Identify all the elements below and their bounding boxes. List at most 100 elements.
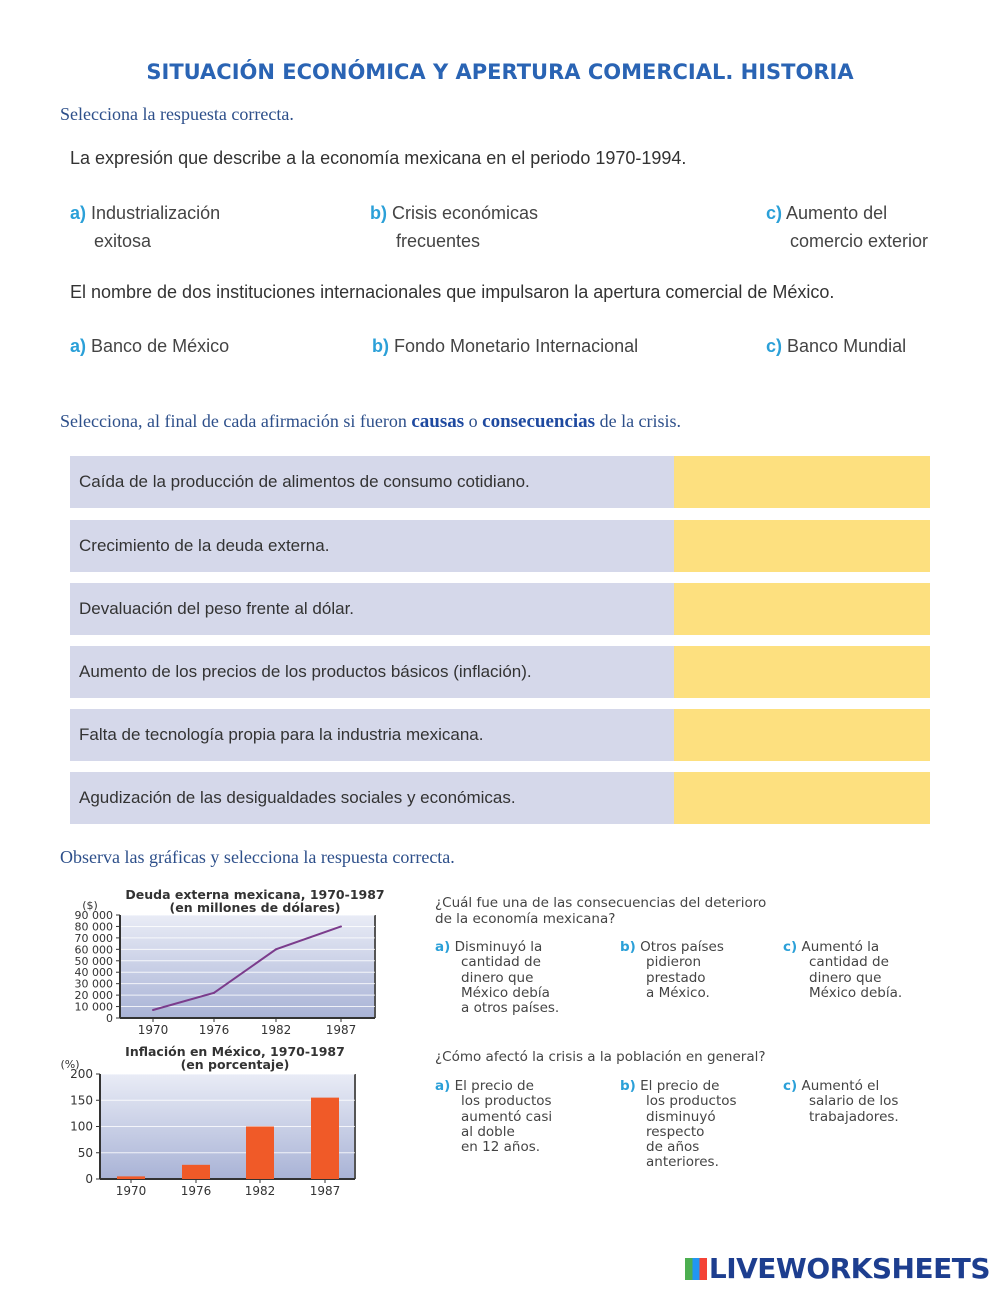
- q2-chart-option-b[interactable]: b) El precio de los productos disminuyó res…: [620, 1078, 737, 1171]
- q1-chart-option-a[interactable]: a) Disminuyó la cantidad de dinero que Méxi…: [435, 939, 559, 1016]
- option-line: anteriores.: [646, 1154, 719, 1171]
- option-line: Disminuyó la: [454, 939, 543, 955]
- option-line: respecto: [646, 1123, 705, 1140]
- x-tick-label: 1982: [245, 1184, 276, 1198]
- option-letter: c): [766, 203, 783, 223]
- x-tick-label: 1976: [181, 1184, 212, 1198]
- answer-dropzone[interactable]: [674, 709, 930, 761]
- q1-option-a[interactable]: a) Industrialización exitosa: [70, 199, 220, 255]
- y-tick-label: 10 000: [75, 1001, 114, 1014]
- y-tick-label: 90 000: [75, 909, 114, 922]
- option-line: aumentó casi: [461, 1108, 553, 1125]
- q1-chart-option-b[interactable]: b) Otros países pidieron prestado a México.: [620, 939, 724, 1001]
- q1-option-c[interactable]: c) Aumento del comercio exterior: [766, 199, 928, 255]
- inflation-bar: [117, 1176, 145, 1179]
- data-point: [152, 1008, 154, 1011]
- option-text: exitosa: [94, 231, 152, 251]
- chart-question-1: ¿Cuál fue una de las consecuencias del d…: [435, 895, 767, 927]
- option-line: disminuyó: [646, 1108, 716, 1125]
- statement: Caída de la producción de alimentos de c…: [70, 456, 684, 508]
- instruction-text: o: [464, 411, 483, 431]
- table-row: Crecimiento de la deuda externa.: [70, 520, 930, 572]
- table-row: Caída de la producción de alimentos de c…: [70, 456, 930, 508]
- liveworksheets-logo: LIVEWORKSHEETS: [684, 1252, 991, 1285]
- option-line: México debía.: [809, 984, 903, 1001]
- option-text: Crisis económicas: [392, 203, 539, 223]
- statement: Devaluación del peso frente al dólar.: [70, 583, 684, 635]
- chart-question-2: ¿Cómo afectó la crisis a la población en…: [435, 1049, 766, 1065]
- option-text: Industrialización: [91, 203, 221, 223]
- answer-dropzone[interactable]: [674, 456, 930, 508]
- page-title: SITUACIÓN ECONÓMICA Y APERTURA COMERCIAL…: [146, 60, 854, 84]
- option-letter: a): [70, 203, 87, 223]
- option-letter: c): [783, 1078, 798, 1094]
- option-line: los productos: [461, 1093, 552, 1110]
- option-line: Aumentó el: [801, 1078, 880, 1094]
- option-text: frecuentes: [396, 231, 481, 251]
- x-tick-label: 1987: [326, 1023, 357, 1037]
- x-tick-label: 1976: [199, 1023, 230, 1037]
- answer-dropzone[interactable]: [674, 520, 930, 572]
- option-letter: a): [70, 336, 87, 356]
- option-letter: a): [435, 939, 451, 955]
- option-line: trabajadores.: [809, 1108, 899, 1125]
- option-text: comercio exterior: [790, 231, 929, 251]
- q2-option-a[interactable]: a) Banco de México: [70, 332, 229, 360]
- inflation-bar: [246, 1126, 274, 1179]
- option-line: Otros países: [640, 939, 724, 955]
- instruction-1: Selecciona la respuesta correcta.: [60, 104, 294, 124]
- answer-dropzone[interactable]: [674, 772, 930, 824]
- q1-option-b[interactable]: b) Crisis económicas frecuentes: [370, 199, 538, 255]
- q2-option-b[interactable]: b) Fondo Monetario Internacional: [372, 332, 638, 360]
- option-line: cantidad de: [461, 954, 541, 971]
- option-letter: b): [372, 336, 389, 356]
- question-1: La expresión que describe a la economía …: [70, 148, 687, 168]
- q1-chart-option-c[interactable]: c) Aumentó la cantidad de dinero que México…: [783, 939, 903, 1001]
- data-point: [275, 948, 277, 951]
- x-tick-label: 1987: [310, 1184, 341, 1198]
- debt-line: [152, 925, 342, 1011]
- option-line: prestado: [646, 969, 706, 986]
- option-letter: a): [435, 1078, 451, 1094]
- option-line: Aumentó la: [801, 939, 880, 955]
- q2-chart-option-a[interactable]: a) El precio de los productos aumentó casi…: [435, 1078, 553, 1155]
- option-line: pidieron: [646, 954, 702, 971]
- option-letter: c): [766, 336, 783, 356]
- q2-option-c[interactable]: c) Banco Mundial: [766, 332, 906, 360]
- option-line: los productos: [646, 1093, 737, 1110]
- plot-area: [120, 915, 375, 1018]
- y-tick-label: 60 000: [75, 943, 114, 956]
- logo-icon: [684, 1258, 707, 1280]
- table-row: Aumento de los precios de los productos …: [70, 646, 930, 698]
- statement: Aumento de los precios de los productos …: [70, 646, 684, 698]
- option-letter: b): [370, 203, 387, 223]
- debt-chart-title: Deuda externa mexicana, 1970-1987 (en mil…: [100, 888, 410, 914]
- question-line: ¿Cuál fue una de las consecuencias del d…: [435, 895, 767, 911]
- table-row: Falta de tecnología propia para la indus…: [70, 709, 930, 761]
- option-letter: b): [620, 939, 636, 955]
- logo-text: LIVEWORKSHEETS: [708, 1252, 991, 1285]
- y-tick-label: 50 000: [75, 955, 114, 968]
- chart-title: Deuda externa mexicana, 1970-1987: [125, 887, 385, 902]
- statement: Crecimiento de la deuda externa.: [70, 520, 684, 572]
- statement: Agudización de las desigualdades sociale…: [70, 772, 684, 824]
- instruction-3: Observa las gráficas y selecciona la res…: [60, 847, 455, 867]
- option-letter: b): [620, 1078, 636, 1094]
- consecuencias-keyword: consecuencias: [482, 411, 596, 432]
- y-tick-label: 20 000: [75, 989, 114, 1002]
- q2-chart-option-c[interactable]: c) Aumentó el salario de los trabajadores.: [783, 1078, 899, 1125]
- answer-dropzone[interactable]: [674, 583, 930, 635]
- x-tick-label: 1982: [261, 1023, 292, 1037]
- option-line: de años: [646, 1139, 700, 1156]
- table-row: Agudización de las desigualdades sociale…: [70, 772, 930, 824]
- inflation-bar: [311, 1097, 339, 1179]
- y-tick-label: 200: [70, 1067, 93, 1081]
- instruction-2: Selecciona, al final de cada afirmación …: [60, 411, 681, 433]
- answer-dropzone[interactable]: [674, 646, 930, 698]
- inflation-bar: [182, 1164, 210, 1179]
- option-line: México debía: [461, 984, 550, 1001]
- y-tick-label: 80 000: [75, 920, 114, 933]
- inflation-chart-title: Inflación en México, 1970-1987 (en porcen…: [80, 1045, 390, 1071]
